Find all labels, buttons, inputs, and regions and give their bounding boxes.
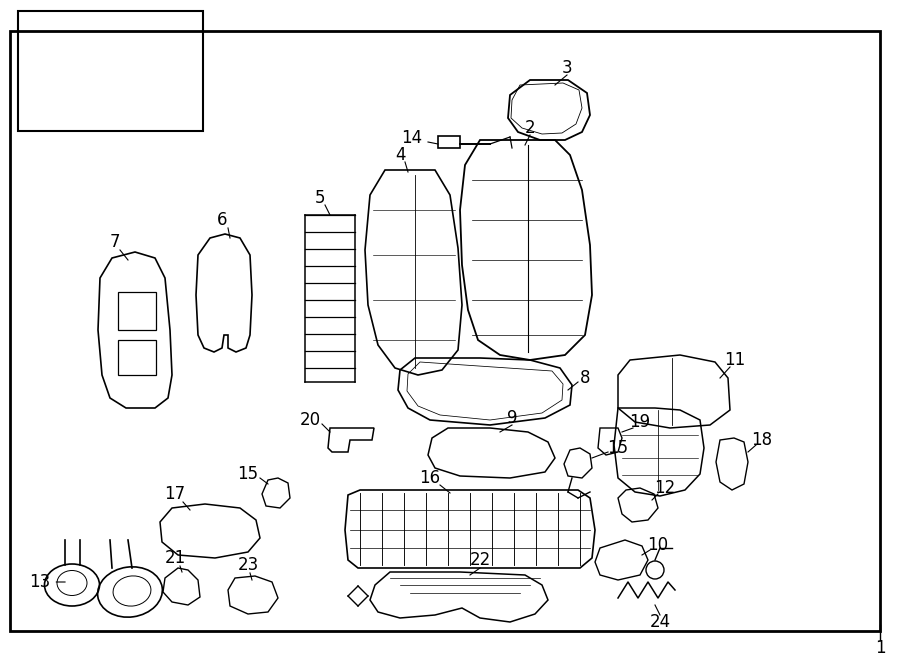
Text: 18: 18 bbox=[752, 431, 772, 449]
Text: 17: 17 bbox=[165, 485, 185, 503]
Text: 8: 8 bbox=[580, 369, 590, 387]
Text: 5: 5 bbox=[315, 189, 325, 207]
Text: 2: 2 bbox=[525, 119, 535, 137]
Text: 9: 9 bbox=[507, 409, 517, 427]
Bar bbox=[18, 11, 203, 131]
Text: 4: 4 bbox=[395, 146, 405, 164]
Text: 15: 15 bbox=[238, 465, 258, 483]
Text: 16: 16 bbox=[419, 469, 441, 487]
Text: 19: 19 bbox=[629, 413, 651, 431]
Text: 13: 13 bbox=[30, 573, 65, 591]
Text: 20: 20 bbox=[300, 411, 320, 429]
Text: 12: 12 bbox=[654, 479, 676, 497]
Text: 11: 11 bbox=[724, 351, 745, 369]
Bar bbox=[118, 340, 156, 375]
Text: 10: 10 bbox=[647, 536, 669, 554]
Text: 6: 6 bbox=[217, 211, 227, 229]
Text: 3: 3 bbox=[562, 59, 572, 77]
Text: 24: 24 bbox=[650, 613, 670, 631]
Text: 15: 15 bbox=[608, 439, 628, 457]
Bar bbox=[118, 292, 156, 330]
Text: 7: 7 bbox=[110, 233, 121, 251]
Text: 14: 14 bbox=[401, 129, 423, 147]
Text: 21: 21 bbox=[165, 549, 185, 567]
Bar bbox=[438, 136, 460, 148]
Text: 23: 23 bbox=[238, 556, 258, 574]
Text: 22: 22 bbox=[470, 551, 490, 569]
Text: 1: 1 bbox=[875, 639, 886, 657]
